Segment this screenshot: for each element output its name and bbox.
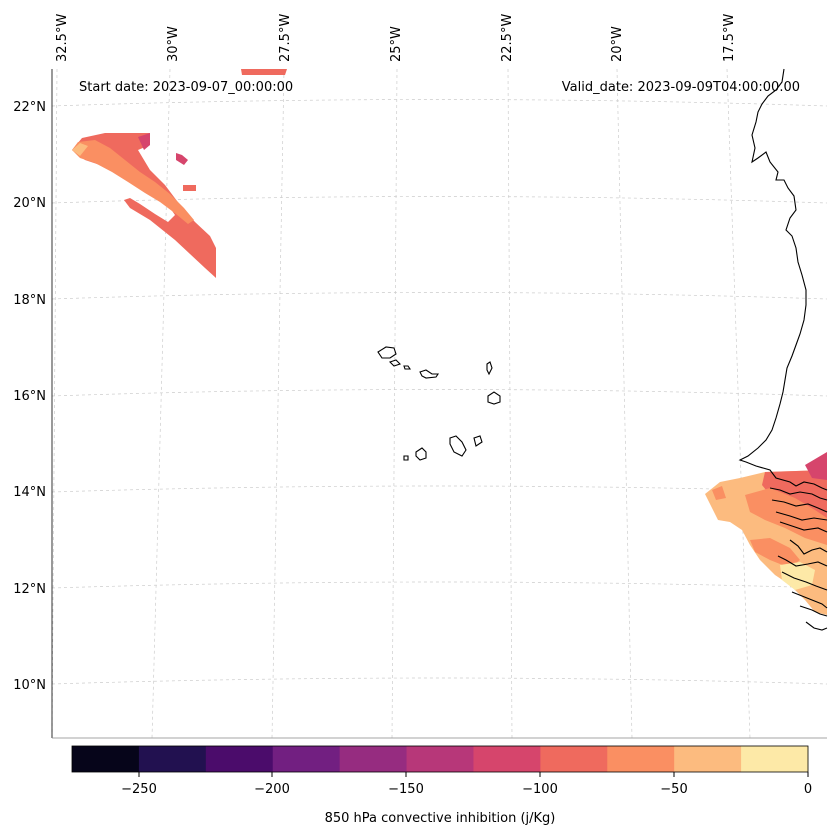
- colorbar-cell: [272, 746, 341, 772]
- start-date-label: Start date: 2023-09-07_00:00:00: [79, 80, 293, 95]
- cape-verde-islands: [377, 346, 501, 461]
- colorbar-tick-label: −200: [254, 782, 290, 797]
- colorbar-cell: [205, 746, 274, 772]
- lat-label: 10°N: [13, 678, 46, 693]
- cin-se-neg125: [805, 452, 827, 480]
- colorbar-cell: [72, 746, 140, 772]
- lat-label: 20°N: [13, 196, 46, 211]
- latitude-labels: 22°N 20°N 18°N 16°N 14°N 12°N 10°N: [13, 100, 46, 693]
- colorbar-cell: [607, 746, 675, 772]
- island-sao-nicolau: [419, 369, 440, 379]
- colorbar-title: 850 hPa convective inhibition (j/Kg): [325, 811, 556, 826]
- island-brava: [403, 455, 409, 461]
- colorbar-cell: [540, 746, 608, 772]
- island-santo-antao: [377, 346, 397, 359]
- valid-date-label: Valid_date: 2023-09-09T04:00:00.00: [562, 80, 800, 95]
- cin-se-neg75: [745, 488, 827, 545]
- cin-band-neg75: [72, 140, 194, 224]
- lat-label: 14°N: [13, 485, 46, 500]
- lon-label: 17.5°W: [722, 14, 737, 62]
- lat-label: 16°N: [13, 389, 46, 404]
- colorbar-tick-label: −100: [522, 782, 558, 797]
- colorbar-ticks: [138, 772, 809, 777]
- colorbar-tick-label: −250: [121, 782, 157, 797]
- colorbar-cell: [406, 746, 474, 772]
- africa-coastline: [738, 68, 828, 491]
- cin-se-neg25: [780, 562, 815, 590]
- colorbar-cell: [473, 746, 541, 772]
- lat-label: 22°N: [13, 100, 46, 115]
- colorbar-cell: [674, 746, 742, 772]
- lon-label: 30°W: [166, 26, 181, 62]
- island-santiago: [449, 435, 467, 457]
- colorbar-tick-label: −150: [388, 782, 424, 797]
- island-sal: [486, 361, 493, 376]
- cin-spot-a: [176, 153, 188, 165]
- colorbar-cells: [72, 746, 809, 772]
- longitude-labels: 32.5°W 30°W 27.5°W 25°W 22.5°W 20°W 17.5…: [55, 14, 737, 62]
- colorbar: −250 −200 −150 −100 −50 0 850 hPa convec…: [71, 745, 812, 826]
- colorbar-cell: [339, 746, 408, 772]
- cin-spot-b: [183, 185, 196, 191]
- cin-contours-northwest: [72, 69, 287, 278]
- cin-band-neg100: [72, 133, 216, 278]
- island-sao-vicente: [388, 359, 402, 367]
- guinea-coastline: [777, 539, 828, 631]
- colorbar-cell: [741, 746, 809, 772]
- colorbar-tick-label: 0: [804, 782, 812, 797]
- map-area: [52, 69, 827, 738]
- colorbar-cell: [138, 746, 207, 772]
- lon-label: 22.5°W: [500, 14, 515, 62]
- cin-band-neg125-a: [138, 133, 150, 150]
- lat-label: 18°N: [13, 293, 46, 308]
- island-fogo: [415, 447, 427, 461]
- lon-label: 32.5°W: [55, 14, 70, 62]
- island-santa-luzia: [403, 365, 412, 370]
- cin-band-neg50: [72, 143, 88, 156]
- cin-se-neg75-b: [712, 486, 726, 500]
- lon-label: 27.5°W: [278, 14, 293, 62]
- lat-label: 12°N: [13, 582, 46, 597]
- island-boa-vista: [487, 391, 501, 405]
- cin-top-sliver: [241, 69, 287, 75]
- lon-label: 20°W: [610, 26, 625, 62]
- lon-label: 25°W: [389, 26, 404, 62]
- island-maio: [473, 435, 483, 447]
- gambia-coastline: [769, 487, 828, 533]
- colorbar-outline: [71, 745, 809, 773]
- colorbar-tick-label: −50: [660, 782, 687, 797]
